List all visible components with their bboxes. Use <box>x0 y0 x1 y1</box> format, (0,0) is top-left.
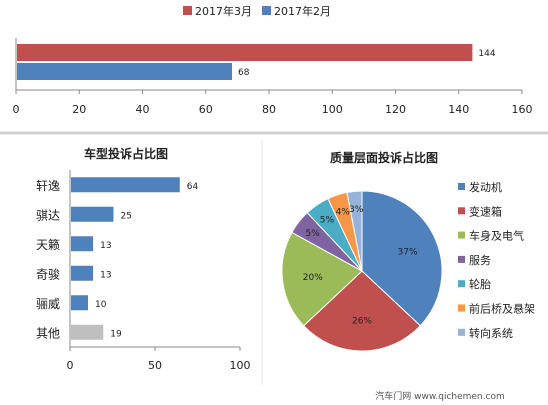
x-tick-label-0: 0 <box>13 103 20 116</box>
legend-label-0: 2017年3月 <box>195 4 252 18</box>
x-tick-label-1: 20 <box>72 103 86 116</box>
left-bar-0 <box>71 177 180 193</box>
vehicle-complaint-chart: 车型投诉占比图 64 轩逸 25 骐达 13 天籁 13 奇骏 10 骊威 19 其他 0 50 100 <box>36 146 251 372</box>
bar-0 <box>17 44 473 61</box>
x-tick-label-3: 60 <box>199 103 213 116</box>
pie-legend-swatch-3 <box>458 255 465 263</box>
top-bar-chart: 2017年3月 2017年2月 144 68 0 20 40 60 80 100 120 140 160 <box>13 4 533 116</box>
left-category-label-4: 骊威 <box>36 297 60 311</box>
pie-title: 质量层面投诉占比图 <box>330 150 438 165</box>
legend-swatch-0 <box>183 6 192 15</box>
pie-legend-swatch-4 <box>458 280 465 288</box>
left-bar-value-2: 13 <box>100 241 111 251</box>
left-category-label-0: 轩逸 <box>36 179 60 193</box>
left-category-label-5: 其他 <box>36 326 60 340</box>
left-bar-value-1: 25 <box>121 211 132 221</box>
left-bar-3 <box>71 265 94 281</box>
pie-value-label-0: 37% <box>398 247 418 257</box>
pie-legend-label-3: 服务 <box>469 254 491 267</box>
legend-label-1: 2017年2月 <box>274 4 331 18</box>
pie-legend-swatch-5 <box>458 304 465 312</box>
pie-slice-1 <box>302 270 422 352</box>
left-bar-2 <box>71 236 94 252</box>
pie-legend-label-0: 发动机 <box>469 180 502 194</box>
pie-legend-swatch-0 <box>458 183 465 190</box>
pie-value-label-1: 26% <box>352 317 372 327</box>
left-bar-value-4: 10 <box>95 300 107 310</box>
bar-value-label-1: 68 <box>238 68 250 78</box>
left-bar-value-5: 19 <box>110 329 122 339</box>
x-tick-label-2: 40 <box>136 103 150 116</box>
x-tick-label-4: 80 <box>262 103 276 116</box>
pie-legend-swatch-1 <box>458 207 465 215</box>
x-tick-label-5: 100 <box>322 103 343 116</box>
left-bar-4 <box>71 295 88 311</box>
left-bar-value-0: 64 <box>187 182 199 192</box>
left-bar-5 <box>71 324 104 340</box>
pie-legend-label-2: 车身及电气 <box>469 229 524 243</box>
pie-slice-6 <box>346 190 363 272</box>
pie-slice-0 <box>361 190 443 327</box>
pie-legend-label-1: 变速箱 <box>469 204 502 218</box>
left-bar-value-3: 13 <box>100 270 111 280</box>
pie-legend-label-5: 前后桥及悬架 <box>469 302 535 316</box>
pie-legend-swatch-6 <box>458 328 465 336</box>
left-category-label-1: 骐达 <box>36 208 60 222</box>
pie-legend-swatch-2 <box>458 231 465 239</box>
left-category-label-3: 奇骏 <box>36 267 60 281</box>
pie-value-label-2: 20% <box>303 273 323 283</box>
left-x-tick-label-1: 50 <box>148 359 162 372</box>
left-x-tick-label-0: 0 <box>67 359 74 372</box>
pie-legend-label-4: 轮胎 <box>469 277 491 291</box>
left-x-tick-label-2: 100 <box>230 359 251 372</box>
legend-swatch-1 <box>262 6 271 15</box>
bar-value-label-0: 144 <box>478 49 495 59</box>
x-tick-label-7: 140 <box>448 103 469 116</box>
pie-slice-2 <box>281 231 363 327</box>
left-bar-1 <box>71 206 114 222</box>
pie-value-label-3: 5% <box>306 229 321 239</box>
left-chart-title: 车型投诉占比图 <box>84 146 168 161</box>
pie-value-label-6: 3% <box>349 205 364 215</box>
watermark-text: 汽车门网 www.qichemen.com <box>375 390 504 402</box>
bar-1 <box>17 63 233 80</box>
x-tick-label-8: 160 <box>512 103 533 116</box>
x-tick-label-6: 120 <box>385 103 406 116</box>
pie-value-label-4: 5% <box>320 215 335 225</box>
pie-legend-label-6: 转向系统 <box>469 326 513 340</box>
pie-value-label-5: 4% <box>336 208 351 218</box>
watermark: 汽车门网 www.qichemen.com <box>375 390 504 402</box>
left-category-label-2: 天籁 <box>36 237 60 252</box>
